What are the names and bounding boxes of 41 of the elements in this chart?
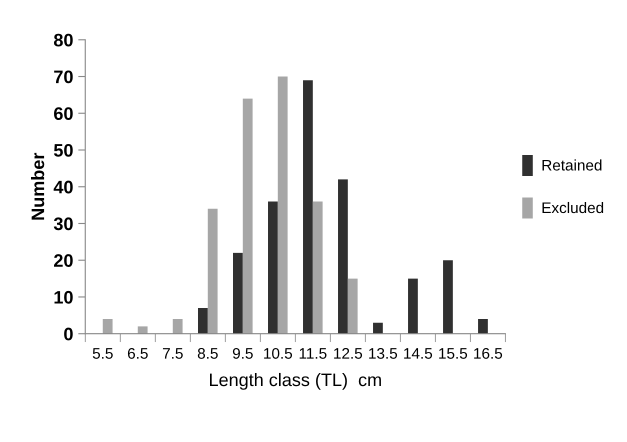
y-tick-label: 60 (54, 107, 73, 120)
bar (348, 278, 358, 334)
y-axis-title: Number (31, 152, 44, 220)
x-tick-label: 13.5 (369, 348, 398, 359)
y-tick-label: 30 (54, 217, 73, 230)
x-tick-label: 12.5 (334, 348, 362, 359)
y-tick-label: 70 (54, 70, 73, 84)
bar (312, 201, 323, 334)
bar (478, 319, 488, 334)
x-tick-label: 11.5 (300, 348, 326, 359)
bar (338, 179, 348, 334)
x-tick-label: 14.5 (404, 348, 432, 359)
bar (278, 76, 288, 334)
x-tick-label: 8.5 (198, 348, 218, 359)
y-tick-label: 80 (54, 34, 73, 46)
legend-label: Retained (542, 159, 602, 171)
bar (373, 322, 383, 334)
bar (172, 319, 183, 334)
bar (198, 308, 208, 334)
bar (242, 98, 253, 334)
bar (208, 208, 218, 334)
y-tick-label: 20 (54, 254, 73, 267)
y-tick-label: 40 (54, 180, 73, 194)
x-tick-label: 10.5 (264, 348, 292, 359)
bar (268, 201, 278, 334)
x-tick-label: 16.5 (474, 348, 502, 359)
x-tick-label: 5.5 (92, 348, 113, 359)
bar (443, 260, 453, 334)
x-tick-label: 7.5 (162, 348, 183, 359)
x-tick-label: 6.5 (128, 348, 148, 359)
x-tick-label: 15.5 (439, 348, 468, 359)
y-tick-label: 10 (54, 290, 73, 304)
legend-label: Excluded (542, 202, 604, 214)
x-tick-label: 9.5 (232, 348, 253, 359)
bar (303, 80, 313, 334)
bar (102, 319, 113, 334)
bar (408, 278, 418, 334)
bar (233, 252, 243, 334)
y-tick-label: 0 (64, 328, 73, 340)
y-tick-label: 50 (54, 144, 73, 157)
x-axis-title: Length class (TL) cm (210, 372, 381, 390)
